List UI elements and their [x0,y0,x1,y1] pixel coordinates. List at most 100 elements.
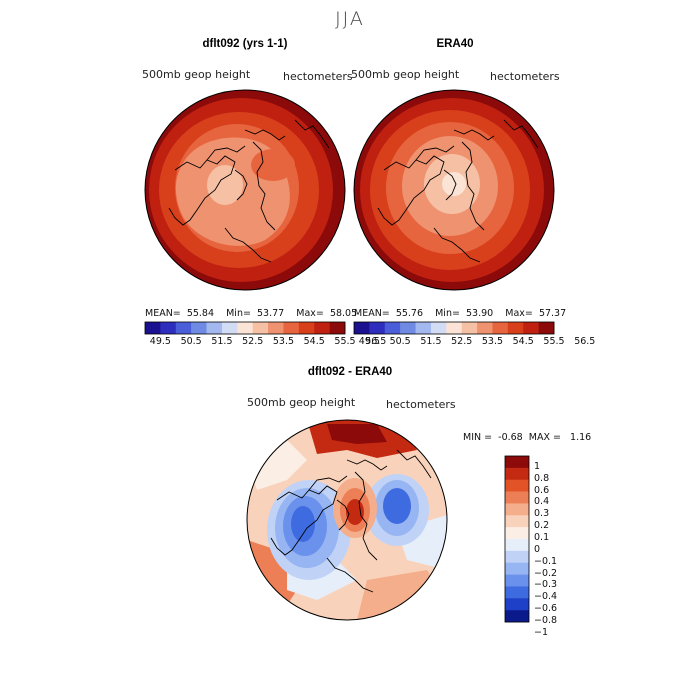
colorbar-swatch [354,322,370,334]
colorbar-tick: 50.5 [180,336,202,347]
panel-1-variable-label: 500mb geop height [142,68,251,81]
colorbar-tick: 54.5 [512,336,534,347]
panel-1-stats: MEAN= 55.84 Min= 53.77 Max= 58.05 [145,308,358,319]
colorbar-tick: 0 [534,543,541,555]
colorbar-swatch [505,574,529,587]
panel-3-title: dflt092 - ERA40 [307,366,393,378]
colorbar-tick: 52.5 [242,336,264,347]
colorbar-swatch [505,503,529,516]
colorbar-swatch [221,322,238,334]
colorbar-tick: 55.5 [543,336,565,347]
colorbar-swatch [252,322,269,334]
panel-2-polar-map [353,89,555,291]
colorbar-tick: 51.5 [420,336,442,347]
colorbar-tick: 53.5 [272,336,295,347]
colorbar-swatch [505,539,529,552]
panel-2-units-label: hectometers [490,70,560,83]
colorbar-swatch [298,322,315,334]
panel-3-colorbar [504,455,530,623]
panel-2-stats: MEAN= 55.76 Min= 53.90 Max= 57.37 [354,308,567,319]
panel-1-polar-map [144,89,346,291]
colorbar-tick: 0.6 [534,484,550,496]
panel-1-min-value: 53.77 [256,308,285,319]
panel-2-title: ERA40 [436,38,474,50]
colorbar-swatch [329,322,346,334]
colorbar-tick: 1 [534,460,541,472]
colorbar-tick: 49.5 [358,336,380,347]
colorbar-swatch [477,322,493,334]
colorbar-tick: 56.5 [365,336,387,347]
panel-1-title: dflt092 (yrs 1-1) [202,38,288,50]
colorbar-swatch [314,322,330,334]
panel-2-colorbar-ticks: 49.5 50.5 51.5 52.5 53.5 54.5 55.5 56.5 [354,336,596,350]
colorbar-swatch [505,456,529,469]
colorbar-tick: −0.1 [534,555,558,567]
colorbar-swatch [206,322,223,334]
season-title: JJA [335,8,365,30]
colorbar-swatch [237,322,253,334]
colorbar-tick: 53.5 [481,336,504,347]
panel-3-max-value: 1.16 [570,432,592,443]
colorbar-tick: −0.3 [534,579,558,591]
colorbar-swatch [505,610,529,623]
panel-2-colorbar [353,321,555,335]
panel-3-min-value: -0.68 [498,432,523,443]
panel-1-units-label: hectometers [283,70,353,83]
colorbar-tick: 0.2 [534,520,550,532]
colorbar-swatch [505,586,529,599]
colorbar-tick: −0.8 [534,615,558,626]
colorbar-swatch [505,515,529,528]
panel-3-stats: MIN = -0.68 MAX = 1.16 [463,432,592,443]
panel-1-colorbar [144,321,346,335]
colorbar-swatch [505,479,529,492]
colorbar-swatch [505,491,529,504]
colorbar-tick: −1 [534,626,549,638]
colorbar-tick: 55.5 [334,336,356,347]
panel-1-mean-value: 55.84 [186,308,215,319]
colorbar-tick: 0.1 [534,532,550,543]
panel-2-mean-value: 55.76 [395,308,424,319]
colorbar-swatch [446,322,462,334]
colorbar-tick: −0.6 [534,603,558,615]
colorbar-swatch [384,322,401,334]
colorbar-swatch [175,322,192,334]
colorbar-tick: 54.5 [303,336,325,347]
colorbar-swatch [538,322,555,334]
colorbar-swatch [461,322,478,334]
colorbar-swatch [507,322,524,334]
colorbar-swatch [505,562,529,575]
colorbar-tick: −0.4 [534,591,558,603]
colorbar-swatch [160,322,177,334]
colorbar-swatch [492,322,509,334]
colorbar-swatch [268,322,284,334]
colorbar-swatch [505,598,529,611]
colorbar-tick: 56.5 [574,336,596,347]
colorbar-tick: 51.5 [211,336,233,347]
colorbar-swatch [400,322,416,334]
panel-2-variable-label: 500mb geop height [351,68,460,81]
colorbar-swatch [283,322,300,334]
colorbar-tick: 49.5 [149,336,171,347]
panel-3-units-label: hectometers [386,398,456,411]
colorbar-swatch [369,322,386,334]
colorbar-swatch [505,550,529,564]
colorbar-swatch [430,322,447,334]
panel-1-colorbar-ticks: 49.5 50.5 51.5 52.5 53.5 54.5 55.5 56.5 [145,336,387,350]
panel-3-polar-map [246,419,448,621]
colorbar-swatch [523,322,539,334]
colorbar-swatch [415,322,432,334]
colorbar-tick: 0.8 [534,472,550,484]
panel-2-max-value: 57.37 [538,308,567,319]
panel-1-max-value: 58.05 [329,308,358,319]
panel-3-variable-label: 500mb geop height [247,396,356,409]
panel-3-colorbar-ticks: 1 0.8 0.6 0.4 0.3 0.2 0.1 0 −0.1 −0.2 −0… [534,456,584,638]
colorbar-tick: 0.4 [534,496,550,508]
panel-2-min-value: 53.90 [465,308,494,319]
colorbar-swatch [505,527,529,540]
colorbar-tick: 0.3 [534,508,550,520]
colorbar-tick: 50.5 [389,336,411,347]
colorbar-swatch [145,322,161,334]
colorbar-swatch [505,467,529,481]
colorbar-tick: −0.2 [534,567,558,579]
colorbar-tick: 52.5 [451,336,473,347]
